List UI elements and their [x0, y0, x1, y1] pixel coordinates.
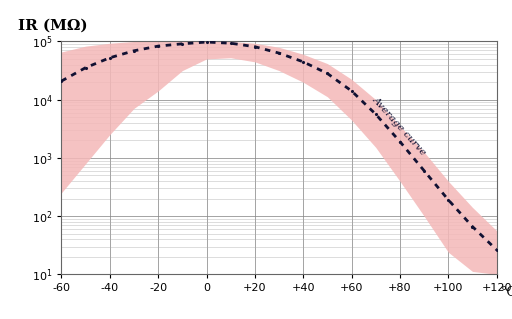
Text: IR (MΩ): IR (MΩ)	[18, 18, 88, 32]
Text: °C: °C	[501, 286, 512, 299]
Text: Average curve: Average curve	[371, 95, 428, 157]
